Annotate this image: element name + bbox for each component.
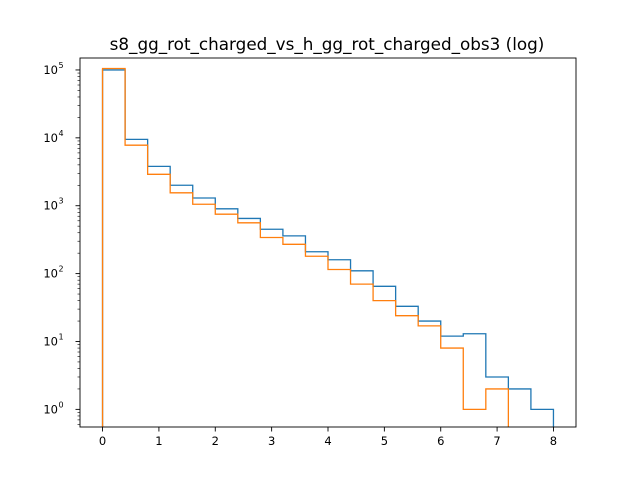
- histogram-series-2: [101, 67, 510, 427]
- y-tick-label: 10: [43, 131, 58, 145]
- y-tick-label: 10: [43, 402, 58, 416]
- x-tick-label: 7: [493, 434, 500, 448]
- x-tick-label: 2: [212, 434, 219, 448]
- y-tick-label: 10: [43, 267, 58, 281]
- x-tick-label: 1: [155, 434, 162, 448]
- y-tick-label: 10: [43, 63, 58, 77]
- x-tick-label: 0: [99, 434, 106, 448]
- y-tick-label: 10: [43, 334, 58, 348]
- x-tick-label: 6: [437, 434, 444, 448]
- y-tick-label-exponent: 5: [59, 61, 64, 70]
- y-tick-label-exponent: 0: [59, 400, 64, 409]
- x-tick-label: 3: [268, 434, 275, 448]
- chart-title: s8_gg_rot_charged_vs_h_gg_rot_charged_ob…: [110, 34, 545, 55]
- y-tick-label: 10: [43, 199, 58, 213]
- x-tick-label: 5: [381, 434, 388, 448]
- y-tick-label-exponent: 3: [59, 197, 64, 206]
- y-tick-label-exponent: 2: [59, 265, 64, 274]
- x-tick-label: 4: [324, 434, 331, 448]
- y-tick-label-exponent: 1: [59, 332, 64, 341]
- y-tick-label-exponent: 4: [59, 129, 64, 138]
- x-tick-label: 8: [550, 434, 557, 448]
